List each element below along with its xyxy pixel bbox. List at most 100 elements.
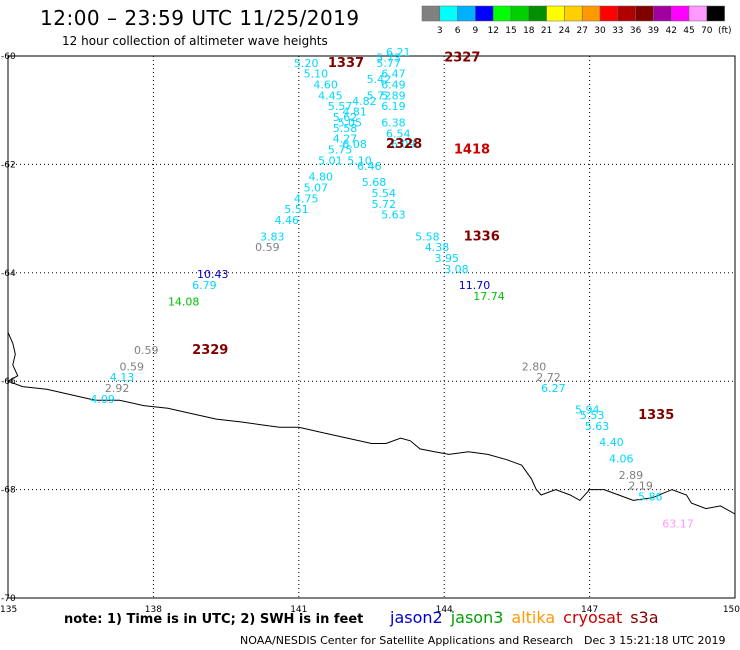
lat-tick-label: -70 bbox=[1, 594, 16, 604]
scale-unit: (ft) bbox=[718, 26, 732, 36]
wave-height-value: 4.13 bbox=[110, 371, 135, 384]
wave-height-value: 6.19 bbox=[381, 100, 406, 113]
wave-height-value: 5.58 bbox=[415, 230, 440, 243]
wave-height-value: 5.58 bbox=[333, 122, 358, 135]
scale-label: 9 bbox=[473, 26, 479, 36]
wave-height-value: 5.72 bbox=[367, 89, 392, 102]
pass-time-label: 2328 bbox=[386, 137, 422, 152]
wave-height-value: 5.05 bbox=[338, 116, 363, 129]
wave-height-value: 5.89 bbox=[381, 89, 406, 102]
legend-altika: altika bbox=[511, 608, 556, 627]
wave-height-value: 5.01 bbox=[318, 154, 343, 167]
wave-height-value: 4.46 bbox=[275, 214, 300, 227]
wave-height-value: 5.72 bbox=[372, 198, 397, 211]
map-frame bbox=[7, 55, 736, 599]
wave-height-value: 6.08 bbox=[342, 138, 367, 151]
wave-height-value: 5.54 bbox=[372, 187, 397, 200]
scale-swatch bbox=[706, 5, 725, 22]
lat-tick-label: -60 bbox=[1, 52, 16, 62]
scale-label: 12 bbox=[487, 26, 498, 36]
wave-height-value: 5.42 bbox=[367, 73, 392, 86]
legend-cryosat: cryosat bbox=[563, 608, 623, 627]
legend-jason2: jason2 bbox=[390, 608, 443, 627]
wave-height-value: 4.75 bbox=[294, 192, 319, 205]
scale-label: 24 bbox=[559, 26, 571, 36]
wave-height-value: 3.08 bbox=[444, 263, 469, 276]
wave-height-value: 5.07 bbox=[304, 182, 329, 195]
footer-date: Dec 3 15:21:18 UTC 2019 bbox=[584, 634, 726, 647]
scale-label: 21 bbox=[541, 26, 552, 36]
lat-tick-label: -66 bbox=[1, 377, 16, 387]
lat-tick-label: -64 bbox=[1, 269, 16, 279]
coastline bbox=[6, 332, 736, 515]
wave-height-value: 5.62 bbox=[333, 111, 358, 124]
wave-height-value: 5.94 bbox=[575, 404, 600, 417]
page-title: 12:00 – 23:59 UTC 11/25/2019 bbox=[40, 6, 360, 30]
scale-label: 45 bbox=[683, 26, 694, 36]
wave-height-value: 4.38 bbox=[425, 241, 450, 254]
wave-height-value: 3.83 bbox=[260, 230, 285, 243]
wave-height-value: 2.89 bbox=[619, 469, 644, 482]
wave-height-value: 4.80 bbox=[308, 171, 333, 184]
wave-height-value: 2.72 bbox=[536, 371, 561, 384]
wave-height-value: 5.53 bbox=[580, 409, 605, 422]
wave-height-value: 6.79 bbox=[192, 279, 217, 292]
color-scale: 3 6 9 12 15 18 21 24 27 30 33 36 39 42 45 70 (ft) bbox=[421, 5, 732, 36]
wave-height-value: 4.81 bbox=[342, 106, 367, 119]
wave-height-value: 0.59 bbox=[255, 241, 280, 254]
wave-height-value: 63.17 bbox=[662, 518, 694, 531]
footer-credit: NOAA/NESDIS Center for Satellite Applica… bbox=[240, 634, 574, 647]
wave-height-value: 6.46 bbox=[357, 160, 382, 173]
wave-height-value: 4.09 bbox=[90, 393, 115, 406]
lon-tick-label: 144 bbox=[436, 605, 453, 615]
pass-time-label: 1418 bbox=[454, 143, 490, 158]
page-subtitle: 12 hour collection of altimeter wave hei… bbox=[62, 34, 328, 48]
pass-time-label: 1336 bbox=[464, 229, 500, 244]
scale-label: 39 bbox=[648, 26, 660, 36]
wave-height-value: 6.09 bbox=[391, 138, 416, 151]
pass-time-label: 2329 bbox=[192, 343, 228, 358]
wave-height-value: 14.08 bbox=[168, 295, 200, 308]
wave-height-value: 5.51 bbox=[284, 203, 309, 216]
lon-tick-label: 138 bbox=[145, 605, 162, 615]
wave-height-value: 2.19 bbox=[628, 480, 653, 493]
wave-height-value: 5.63 bbox=[381, 209, 406, 222]
wave-height-value: 5.68 bbox=[362, 176, 387, 189]
scale-label: 30 bbox=[594, 26, 606, 36]
wave-height-value: 11.70 bbox=[459, 279, 491, 292]
wave-height-value: 0.59 bbox=[119, 360, 143, 373]
scale-label: 42 bbox=[665, 26, 676, 36]
wave-height-value: 4.45 bbox=[318, 89, 343, 102]
wave-height-value: 5.75 bbox=[328, 144, 353, 157]
scale-label: 18 bbox=[523, 26, 535, 36]
lat-tick-label: -62 bbox=[1, 160, 16, 170]
pass-time-label: 1335 bbox=[638, 408, 674, 423]
pass-time-label: 2327 bbox=[444, 50, 480, 65]
wave-height-value: 6.27 bbox=[541, 382, 566, 395]
wave-height-value: 2.92 bbox=[105, 382, 130, 395]
wave-height-value: 5.10 bbox=[304, 68, 329, 81]
wave-height-value: 0.59 bbox=[134, 344, 159, 357]
wave-height-value: 5.63 bbox=[585, 420, 610, 433]
wave-height-value: 4.82 bbox=[352, 95, 377, 108]
wave-height-value: 17.74 bbox=[473, 290, 505, 303]
wave-height-value: 5.73 bbox=[376, 51, 401, 64]
wave-height-value: 4.60 bbox=[313, 79, 338, 92]
wave-height-value: 5.20 bbox=[294, 57, 319, 70]
lon-tick-label: 150 bbox=[723, 605, 740, 615]
wave-height-value: 4.40 bbox=[599, 436, 624, 449]
scale-label: 70 bbox=[701, 26, 713, 36]
scale-label: 36 bbox=[630, 26, 642, 36]
mission-legend: jason2 jason3 altika cryosat s3a bbox=[390, 608, 667, 627]
wave-height-value: 5.57 bbox=[328, 100, 353, 113]
wave-height-value: 2.80 bbox=[522, 360, 547, 373]
wave-height-value: 5.10 bbox=[347, 154, 372, 167]
footer-note: note: 1) Time is in UTC; 2) SWH is in fe… bbox=[64, 612, 364, 627]
wave-height-value: 3.95 bbox=[435, 252, 460, 265]
lon-tick-label: 147 bbox=[581, 605, 598, 615]
legend-jason3: jason3 bbox=[450, 608, 504, 627]
lon-tick-label: 141 bbox=[290, 605, 307, 615]
scale-label: 15 bbox=[505, 26, 516, 36]
wave-height-value: 6.38 bbox=[381, 116, 406, 129]
